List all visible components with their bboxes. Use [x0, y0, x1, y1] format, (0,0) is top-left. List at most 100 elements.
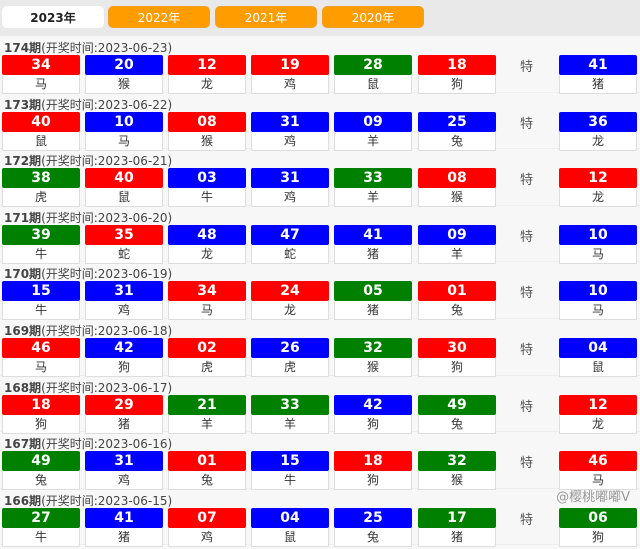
ball: 10 马: [85, 111, 163, 151]
zodiac: 鸡: [168, 527, 246, 547]
ball-number: 46: [2, 337, 80, 358]
zodiac: 兔: [334, 527, 412, 547]
zodiac: 马: [168, 301, 246, 321]
ball: 42 狗: [85, 337, 163, 377]
ball-number: 10: [559, 224, 637, 245]
zodiac: 马: [559, 244, 637, 264]
period: 169期: [4, 323, 42, 338]
ball: 01 兔: [418, 281, 496, 321]
draw-time: (开奖时间:2023-06-20): [41, 210, 173, 225]
ball-number: 10: [559, 281, 637, 302]
ball-number: 19: [251, 55, 329, 75]
ball-number: 25: [334, 507, 412, 528]
ball: 18 狗: [418, 55, 496, 94]
ball-number: 39: [2, 224, 80, 245]
ball-number: 33: [334, 168, 412, 189]
ball: 12 龙: [168, 55, 246, 94]
zodiac: 牛: [2, 527, 80, 547]
ball: 49 兔: [2, 451, 80, 491]
zodiac: 牛: [2, 301, 80, 321]
tab-2020[interactable]: 2020年: [322, 6, 424, 28]
draw-row: 170期(开奖时间:2023-06-19) 15 牛 31 鸡 34 马 24 龙 05 猪 01 兔特…: [0, 262, 640, 321]
ball-number: 41: [334, 224, 412, 245]
zodiac: 兔: [168, 471, 246, 491]
zodiac: 马: [2, 75, 80, 94]
ball-number: 28: [334, 55, 412, 75]
ball: 09 羊: [334, 111, 412, 151]
ball: 34 马: [168, 281, 246, 321]
draw-time: (开奖时间:2023-06-16): [41, 437, 173, 452]
ball-number: 48: [168, 224, 246, 245]
zodiac: 猪: [85, 527, 163, 547]
ball: 18 狗: [2, 394, 80, 434]
ball-number: 18: [334, 451, 412, 472]
zodiac: 龙: [168, 75, 246, 94]
ball-number: 49: [418, 394, 496, 415]
ball-number: 12: [559, 394, 637, 415]
ball: 08 猴: [418, 168, 496, 208]
ball: 41 猪: [559, 55, 637, 94]
zodiac: 狗: [418, 357, 496, 377]
special-label: 特: [520, 60, 534, 75]
ball: 10 马: [559, 224, 637, 264]
ball-number: 38: [2, 168, 80, 189]
ball: 47 蛇: [251, 224, 329, 264]
special-label: 特: [520, 116, 534, 132]
ball: 31 鸡: [251, 168, 329, 208]
draw-row: 166期(开奖时间:2023-06-15) 27 牛 41 猪 07 鸡 04 鼠 25 兔 17 猪特…: [0, 489, 640, 547]
zodiac: 鼠: [334, 75, 412, 94]
ball-number: 05: [334, 281, 412, 302]
zodiac: 猪: [334, 244, 412, 264]
ball-number: 40: [85, 168, 163, 189]
ball: 27 牛: [2, 507, 80, 547]
draw-row: 173期(开奖时间:2023-06-22) 40 鼠 10 马 08 猴 31 鸡 09 羊 25 兔特…: [0, 93, 640, 151]
ball-number: 20: [85, 55, 163, 75]
ball: 04 鼠: [251, 507, 329, 547]
zodiac: 兔: [2, 471, 80, 491]
zodiac: 兔: [418, 301, 496, 321]
special-label: 特: [520, 342, 534, 358]
ball: 33 羊: [251, 394, 329, 434]
ball-number: 32: [334, 337, 412, 358]
tab-2021[interactable]: 2021年: [215, 6, 317, 28]
ball: 01 兔: [168, 451, 246, 491]
zodiac: 猴: [334, 357, 412, 377]
ball: 06 狗: [559, 507, 637, 547]
ball: 30 狗: [418, 337, 496, 377]
ball: 15 牛: [2, 281, 80, 321]
ball: 46 马: [2, 337, 80, 377]
zodiac: 猴: [418, 188, 496, 208]
draw-row: 174期(开奖时间:2023-06-23) 34 马 20 猴 12 龙 19 鸡 28 鼠 18 狗特…: [0, 36, 640, 94]
ball-number: 42: [334, 394, 412, 415]
ball: 15 牛: [251, 451, 329, 491]
zodiac: 羊: [334, 188, 412, 208]
period: 173期: [4, 97, 42, 112]
ball-number: 12: [168, 55, 246, 75]
zodiac: 蛇: [85, 244, 163, 264]
tab-2023[interactable]: 2023年: [2, 6, 104, 28]
zodiac: 兔: [418, 414, 496, 434]
zodiac: 猪: [418, 527, 496, 547]
zodiac: 狗: [334, 414, 412, 434]
ball-number: 06: [559, 507, 637, 528]
ball: 09 羊: [418, 224, 496, 264]
draw-time: (开奖时间:2023-06-17): [41, 380, 173, 395]
ball-number: 31: [251, 111, 329, 132]
zodiac: 牛: [168, 188, 246, 208]
ball-number: 26: [251, 337, 329, 358]
ball-number: 01: [418, 281, 496, 302]
ball: 29 猪: [85, 394, 163, 434]
draw-row: 172期(开奖时间:2023-06-21) 38 虎 40 鼠 03 牛 31 鸡 33 羊 08 猴特…: [0, 149, 640, 208]
zodiac: 鸡: [251, 131, 329, 151]
zodiac: 鼠: [85, 188, 163, 208]
ball-number: 09: [418, 224, 496, 245]
tab-2022[interactable]: 2022年: [108, 6, 210, 28]
ball: 40 鼠: [85, 168, 163, 208]
ball: 39 牛: [2, 224, 80, 264]
draw-row: 168期(开奖时间:2023-06-17) 18 狗 29 猪 21 羊 33 羊 42 狗 49 兔特…: [0, 376, 640, 434]
ball-number: 29: [85, 394, 163, 415]
zodiac: 龙: [559, 414, 637, 434]
ball-number: 27: [2, 507, 80, 528]
ball-number: 10: [85, 111, 163, 132]
draw-time: (开奖时间:2023-06-18): [41, 323, 173, 338]
